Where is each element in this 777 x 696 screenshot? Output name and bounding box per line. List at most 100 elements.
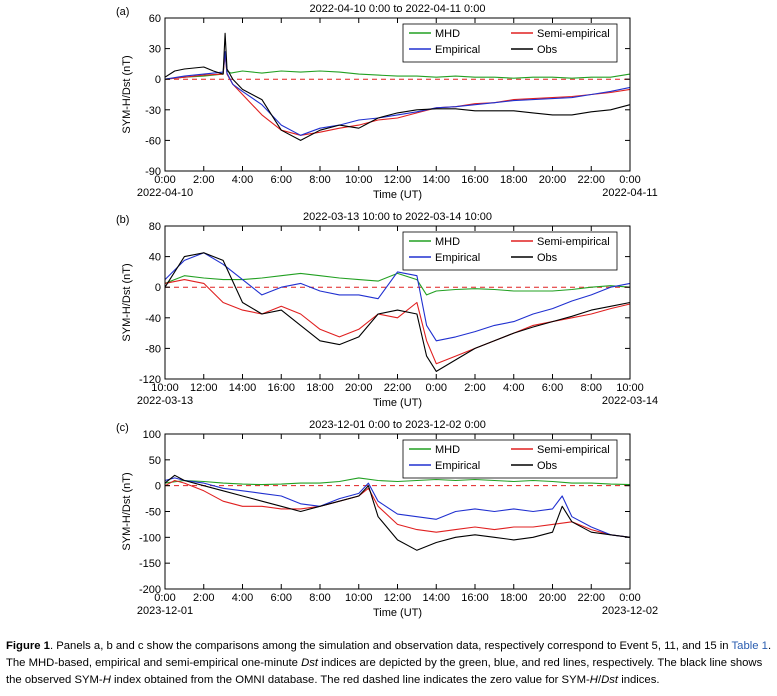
legend-box <box>402 23 618 63</box>
series-line-obs <box>164 252 631 372</box>
panel-2: (b) 2022-03-13 10:00 to 2022-03-14 10:00 -… <box>116 211 658 409</box>
x-tick-label: 12:00 <box>190 382 218 394</box>
y-axis-label: SYM-H/Dst (nT) <box>121 472 133 550</box>
chart-title: 2022-03-13 10:00 to 2022-03-14 10:00 <box>303 211 492 223</box>
legend-entry: Empirical <box>435 252 480 264</box>
x-tick-label: 14:00 <box>422 592 450 604</box>
panel-3: (c) 2023-12-01 0:00 to 2023-12-02 0:00 -20… <box>116 419 658 619</box>
x-tick-label: 0:00 <box>619 592 640 604</box>
x-tick-label: 12:00 <box>384 592 412 604</box>
panel-label: (b) <box>116 214 129 226</box>
legend-box <box>402 439 618 479</box>
y-tick-label: 0 <box>155 282 161 294</box>
y-tick-label: 30 <box>149 44 161 56</box>
x-tick-label: 8:00 <box>309 174 330 186</box>
series-line-semi-empirical <box>164 53 631 136</box>
caption-text-2: . The MHD-based, empirical and semi-empi… <box>6 640 772 669</box>
x-tick-label: 22:00 <box>384 382 412 394</box>
x-tick-label: 20:00 <box>345 382 373 394</box>
x-tick-label: 10:00 <box>151 382 179 394</box>
caption-text-3: indices are depicted by the green, blue,… <box>6 657 763 686</box>
series-line-empirical <box>164 252 631 342</box>
x-tick-label: 10:00 <box>345 592 373 604</box>
x-tick-label: 4:00 <box>232 592 253 604</box>
legend-entry: MHD <box>435 236 460 248</box>
y-tick-label: -100 <box>139 532 161 544</box>
y-tick-label: -80 <box>145 343 161 355</box>
caption-h: H <box>102 674 111 686</box>
x-tick-label: 0:00 <box>154 592 175 604</box>
end-date-label: 2023-12-02 <box>602 605 658 617</box>
caption-text-4: index obtained from the OMNI database. T… <box>110 674 590 686</box>
figure-caption: Figure 1. Panels a, b and c show the com… <box>6 638 772 689</box>
x-tick-label: 22:00 <box>577 174 605 186</box>
start-date-label: 2023-12-01 <box>137 605 193 617</box>
series-line-mhd <box>164 477 631 486</box>
series-line-obs <box>164 32 631 141</box>
x-tick-label: 18:00 <box>500 174 528 186</box>
x-tick-label: 2:00 <box>193 174 214 186</box>
x-tick-label: 18:00 <box>306 382 334 394</box>
y-tick-label: -200 <box>139 584 161 596</box>
legend-entry: Semi-empirical <box>537 444 610 456</box>
legend-entry: Semi-empirical <box>537 236 610 248</box>
y-tick-label: -150 <box>139 558 161 570</box>
y-axis-label: SYM-H/Dst (nT) <box>121 55 133 133</box>
legend: MHD Semi-empirical Empirical Obs <box>402 439 618 479</box>
y-tick-label: -60 <box>145 135 161 147</box>
x-tick-label: 8:00 <box>309 592 330 604</box>
chart-title: 2022-04-10 0:00 to 2022-04-11 0:00 <box>310 3 486 15</box>
panel-label: (c) <box>116 422 129 434</box>
x-tick-label: 2:00 <box>193 592 214 604</box>
y-tick-label: -50 <box>145 507 161 519</box>
y-tick-label: 0 <box>155 481 161 493</box>
legend: MHD Semi-empirical Empirical Obs <box>402 23 618 63</box>
caption-text-1: . Panels a, b and c show the comparisons… <box>49 640 732 652</box>
x-tick-label: 6:00 <box>271 592 292 604</box>
caption-h2: H <box>589 674 598 686</box>
legend: MHD Semi-empirical Empirical Obs <box>402 231 618 271</box>
figure-panels: (a) 2022-04-10 0:00 to 2022-04-11 0:00 -90… <box>116 3 658 619</box>
x-axis-label: Time (UT) <box>373 607 422 619</box>
panel-label: (a) <box>116 6 129 18</box>
chart-title: 2023-12-01 0:00 to 2023-12-02 0:00 <box>309 419 486 431</box>
x-tick-label: 2:00 <box>464 382 485 394</box>
x-tick-label: 10:00 <box>616 382 644 394</box>
x-tick-label: 4:00 <box>503 382 524 394</box>
caption-label: Figure 1 <box>6 640 50 652</box>
x-tick-label: 16:00 <box>267 382 295 394</box>
y-tick-label: 100 <box>143 429 161 441</box>
legend-entry: MHD <box>435 28 460 40</box>
legend-entry: MHD <box>435 444 460 456</box>
start-date-label: 2022-04-10 <box>137 187 193 199</box>
legend-entry: Empirical <box>435 460 480 472</box>
caption-dst2: Dst <box>601 674 619 686</box>
x-tick-label: 8:00 <box>581 382 602 394</box>
x-tick-label: 6:00 <box>271 174 292 186</box>
y-tick-label: -90 <box>145 166 161 178</box>
series-line-semi-empirical <box>164 279 631 365</box>
x-axis-label: Time (UT) <box>373 189 422 201</box>
legend-box <box>402 231 618 271</box>
caption-dst: Dst <box>301 657 319 669</box>
x-tick-label: 6:00 <box>542 382 563 394</box>
series-line-empirical <box>164 51 631 136</box>
y-tick-label: -40 <box>145 313 161 325</box>
x-tick-label: 16:00 <box>461 174 489 186</box>
x-tick-label: 14:00 <box>229 382 257 394</box>
x-tick-label: 18:00 <box>500 592 528 604</box>
series-line-obs <box>164 474 631 551</box>
x-axis-label: Time (UT) <box>373 397 422 409</box>
y-tick-label: -120 <box>139 374 161 386</box>
panel-1: (a) 2022-04-10 0:00 to 2022-04-11 0:00 -90… <box>116 3 658 201</box>
x-tick-label: 14:00 <box>422 174 450 186</box>
y-tick-label: 0 <box>155 74 161 86</box>
x-tick-label: 0:00 <box>154 174 175 186</box>
end-date-label: 2022-03-14 <box>602 395 658 407</box>
series-line-semi-empirical <box>164 479 631 538</box>
x-tick-label: 20:00 <box>539 174 567 186</box>
caption-text-5: indices. <box>618 674 660 686</box>
caption-table-link[interactable]: Table 1 <box>731 640 768 652</box>
x-tick-label: 4:00 <box>232 174 253 186</box>
x-tick-label: 22:00 <box>577 592 605 604</box>
